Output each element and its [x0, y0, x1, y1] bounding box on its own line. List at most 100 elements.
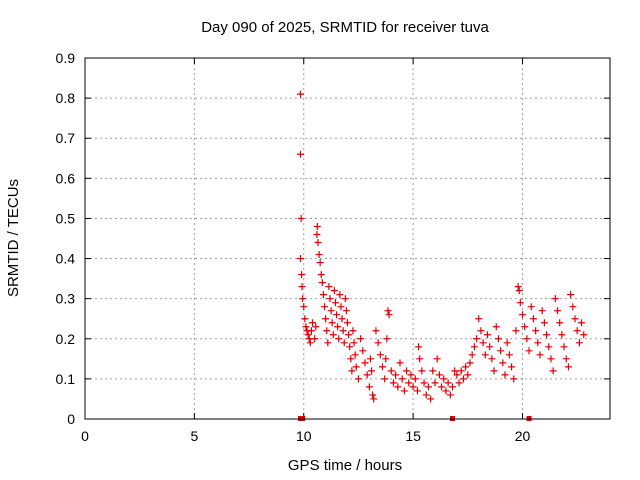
x-axis-label: GPS time / hours — [288, 457, 402, 474]
data-point — [382, 355, 390, 363]
data-point — [369, 391, 377, 399]
data-point — [462, 363, 470, 371]
data-point — [398, 375, 406, 383]
y-axis-label: SRMTID / TECUs — [5, 179, 22, 297]
data-point — [508, 363, 516, 371]
data-point — [385, 311, 393, 319]
data-point — [573, 327, 581, 335]
data-point — [532, 327, 540, 335]
y-tick-label: 0.7 — [56, 130, 76, 146]
data-point — [422, 391, 430, 399]
data-point — [298, 271, 306, 279]
data-point — [322, 315, 330, 323]
data-point — [312, 323, 320, 331]
data-point — [326, 295, 334, 303]
data-point — [392, 371, 400, 379]
data-point — [337, 303, 345, 311]
data-point — [296, 90, 304, 98]
data-point — [379, 363, 386, 371]
data-point — [538, 307, 546, 315]
data-point — [420, 379, 428, 387]
data-point — [394, 383, 402, 391]
data-point — [431, 379, 439, 387]
data-point — [527, 303, 535, 311]
data-point — [477, 327, 485, 335]
y-axis: 0 0.1 0.2 0.3 0.4 0.5 0.6 0.7 0.8 0.9 — [56, 50, 610, 427]
data-point — [300, 303, 308, 311]
data-point — [435, 371, 443, 379]
data-point — [368, 367, 376, 375]
data-point — [318, 279, 326, 287]
data-point — [346, 343, 354, 351]
data-point — [313, 222, 321, 230]
data-point — [330, 287, 338, 295]
data-point — [329, 331, 337, 339]
data-point — [540, 319, 548, 327]
data-point — [314, 239, 322, 247]
data-point — [411, 375, 419, 383]
x-tick-label: 10 — [296, 428, 312, 444]
data-point — [451, 367, 459, 375]
data-point — [433, 355, 441, 363]
data-point — [365, 383, 373, 391]
data-point — [486, 343, 494, 351]
grid-lines — [85, 58, 610, 419]
data-point — [389, 379, 397, 387]
y-tick-label: 0.9 — [56, 50, 76, 66]
data-point — [323, 327, 331, 335]
data-point — [554, 307, 561, 315]
data-point — [470, 343, 478, 351]
data-point — [424, 383, 432, 391]
data-point — [418, 367, 426, 375]
data-point — [549, 367, 557, 375]
data-point — [440, 375, 448, 383]
data-point — [321, 303, 329, 311]
data-point — [352, 363, 360, 371]
x-tick-label: 20 — [515, 428, 531, 444]
data-point — [416, 355, 424, 363]
data-point — [304, 331, 312, 339]
data-point — [334, 323, 342, 331]
data-point — [556, 319, 564, 327]
data-point — [449, 383, 456, 391]
data-point — [345, 331, 353, 339]
data-point — [403, 367, 411, 375]
data-point — [578, 319, 586, 327]
data-point — [427, 395, 435, 403]
data-point — [429, 367, 437, 375]
data-point — [396, 359, 404, 367]
data-point — [479, 339, 487, 347]
plot-frame — [84, 57, 611, 420]
data-point — [515, 287, 523, 295]
data-point — [339, 327, 347, 335]
data-point — [459, 375, 467, 383]
data-point — [569, 303, 577, 311]
y-tick-label: 0.3 — [56, 291, 76, 307]
data-point — [296, 255, 304, 263]
data-point — [349, 327, 357, 335]
data-point — [481, 351, 489, 359]
x-axis: 0 5 10 15 20 — [81, 58, 530, 444]
data-point — [327, 307, 335, 315]
data-point — [315, 251, 323, 259]
data-point — [503, 339, 511, 347]
data-point — [545, 343, 553, 351]
data-point — [490, 367, 498, 375]
y-tick-label: 0.4 — [56, 251, 76, 267]
data-point — [348, 367, 356, 375]
data-point — [381, 375, 389, 383]
data-point — [351, 351, 359, 359]
data-point — [363, 371, 371, 379]
data-point — [475, 315, 483, 323]
y-tick-label: 0.8 — [56, 90, 76, 106]
data-point — [468, 351, 476, 359]
data-point — [464, 371, 472, 379]
data-point — [306, 339, 314, 347]
data-point — [512, 327, 520, 335]
data-point — [473, 335, 481, 343]
data-point — [494, 335, 502, 343]
data-point — [488, 355, 496, 363]
x-tick-label: 0 — [81, 428, 89, 444]
data-point — [387, 367, 395, 375]
